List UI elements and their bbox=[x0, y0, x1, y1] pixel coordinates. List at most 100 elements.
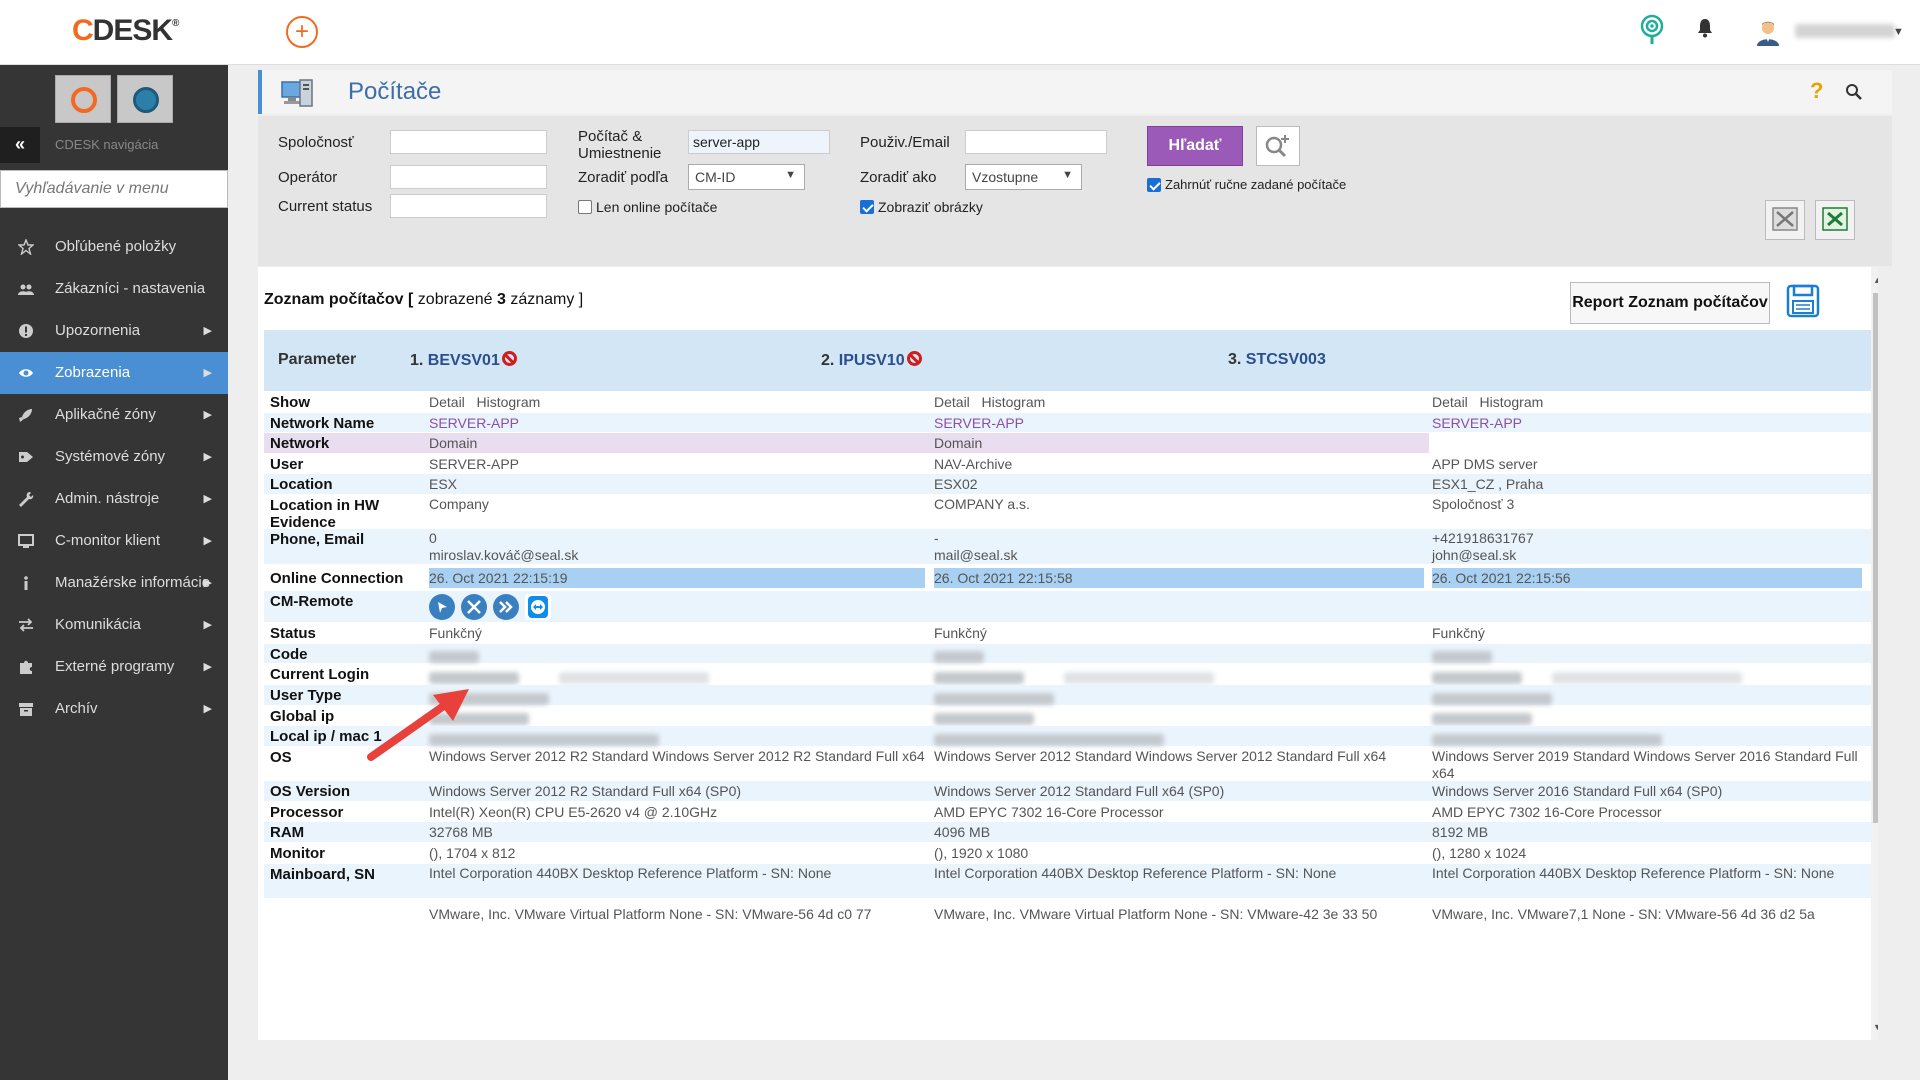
monitor-value[interactable]: (), 1280 x 1024 bbox=[1432, 845, 1527, 861]
users-icon bbox=[18, 284, 34, 295]
zoom-search-button[interactable] bbox=[1256, 126, 1300, 166]
status-value[interactable]: Funkčný bbox=[1432, 625, 1485, 641]
vertical-scrollbar[interactable]: ▲ ▼ bbox=[1871, 267, 1878, 1040]
sidebar-item-12[interactable]: Archív ▶ bbox=[0, 688, 228, 730]
ram-value[interactable]: 4096 MB bbox=[934, 824, 991, 840]
histogram-link[interactable]: Histogram bbox=[1479, 394, 1544, 410]
sidebar-item-8[interactable]: C-monitor klient ▶ bbox=[0, 520, 228, 562]
teamviewer-icon[interactable] bbox=[525, 594, 551, 620]
network-name-value[interactable]: SERVER-APP bbox=[934, 414, 1024, 431]
os-value[interactable]: Windows Server 2019 Standard Windows Ser… bbox=[1432, 748, 1858, 781]
histogram-link[interactable]: Histogram bbox=[476, 394, 541, 410]
chevron-down-icon[interactable]: ▼ bbox=[1893, 26, 1904, 38]
processor-value[interactable]: AMD EPYC 7302 16-Core Processor bbox=[934, 803, 1164, 820]
user-email-input[interactable] bbox=[965, 130, 1107, 154]
user-name[interactable] bbox=[1795, 24, 1895, 38]
cell: VMware, Inc. VMware7,1 None - SN: VMware… bbox=[1432, 906, 1862, 923]
sort-as-select[interactable]: Vzostupne ▼ bbox=[965, 164, 1082, 190]
export-excel-button[interactable] bbox=[1815, 200, 1855, 240]
sidebar-item-9[interactable]: Manažérske informácie ▶ bbox=[0, 562, 228, 604]
checkbox-icon[interactable] bbox=[578, 200, 592, 214]
search-button[interactable]: Hľadať bbox=[1147, 126, 1243, 166]
help-icon[interactable]: ? bbox=[1810, 78, 1824, 103]
include-manual-checkbox[interactable]: Zahrnúť ručne zadané počítače bbox=[1147, 177, 1346, 192]
sidebar-item-1[interactable]: Obľúbené položky bbox=[0, 226, 228, 268]
processor-value[interactable]: AMD EPYC 7302 16-Core Processor bbox=[1432, 803, 1662, 820]
operator-input[interactable] bbox=[390, 165, 547, 189]
checkbox-icon[interactable] bbox=[860, 200, 874, 214]
table-row: Phone, Email 0 miroslav.kováč@seal.sk - mail… bbox=[264, 529, 1871, 565]
remote-forward-icon[interactable] bbox=[493, 594, 519, 620]
network-name-value[interactable]: SERVER-APP bbox=[1432, 414, 1522, 431]
remote-control-icon[interactable] bbox=[429, 594, 455, 620]
ram-value[interactable]: 8192 MB bbox=[1432, 824, 1489, 840]
ram-value[interactable]: 32768 MB bbox=[429, 824, 493, 840]
checkbox-icon[interactable] bbox=[1147, 177, 1161, 192]
sidebar-item-5[interactable]: Aplikačné zóny ▶ bbox=[0, 394, 228, 436]
table-row: Global ip bbox=[264, 706, 1871, 726]
notification-bell-icon[interactable] bbox=[1697, 18, 1713, 38]
cdesk-app-button[interactable] bbox=[55, 75, 111, 123]
email-value[interactable]: miroslav.kováč@seal.sk bbox=[429, 547, 579, 563]
histogram-link[interactable]: Histogram bbox=[981, 394, 1046, 410]
sidebar-item-2[interactable]: Zákazníci - nastavenia bbox=[0, 268, 228, 310]
detail-link[interactable]: Detail bbox=[429, 394, 465, 410]
computer-location-label: Počítač & Umiestnenie bbox=[578, 128, 662, 162]
company-input[interactable] bbox=[390, 130, 547, 154]
cmonitor-app-button[interactable] bbox=[117, 75, 173, 123]
row-label: Show bbox=[270, 394, 310, 411]
search-icon[interactable] bbox=[1845, 83, 1863, 101]
cell: ESX bbox=[429, 476, 929, 493]
redacted-value bbox=[1432, 690, 1862, 707]
table-row: Local ip / mac 1 bbox=[264, 726, 1871, 747]
detail-link[interactable]: Detail bbox=[1432, 394, 1468, 410]
collapse-nav-button[interactable]: « bbox=[0, 127, 40, 163]
network-value: Domain bbox=[429, 435, 478, 451]
sort-by-select[interactable]: CM-ID ▼ bbox=[688, 164, 805, 190]
scroll-up-icon[interactable]: ▲ bbox=[1873, 275, 1878, 285]
online-only-checkbox[interactable]: Len online počítače bbox=[578, 199, 717, 215]
sidebar-item-3[interactable]: Upozornenia ▶ bbox=[0, 310, 228, 352]
processor-value[interactable]: Intel(R) Xeon(R) CPU E5-2620 v4 @ 2.10GH… bbox=[429, 803, 718, 820]
computer-location-input[interactable]: server-app bbox=[688, 130, 830, 154]
monitor-value[interactable]: (), 1704 x 812 bbox=[429, 845, 516, 861]
monitor-value[interactable]: (), 1920 x 1080 bbox=[934, 845, 1029, 861]
cell: Windows Server 2012 Standard Full x64 (S… bbox=[934, 783, 1424, 800]
sidebar-item-4[interactable]: Zobrazenia ▶ bbox=[0, 352, 228, 394]
cdesk-logo[interactable]: CDESK® bbox=[72, 14, 179, 47]
status-value[interactable]: Funkčný bbox=[934, 625, 987, 641]
email-value[interactable]: john@seal.sk bbox=[1432, 547, 1517, 563]
status-value[interactable]: Funkčný bbox=[429, 625, 482, 641]
sidebar-item-7[interactable]: Admin. nástroje ▶ bbox=[0, 478, 228, 520]
sidebar-menu: Obľúbené položky Zákazníci - nastavenia Up… bbox=[0, 226, 228, 730]
email-value[interactable]: mail@seal.sk bbox=[934, 547, 1018, 563]
add-new-button[interactable]: + bbox=[286, 16, 318, 48]
location-pin-icon[interactable] bbox=[1638, 14, 1666, 46]
last-value: VMware, Inc. VMware Virtual Platform Non… bbox=[934, 905, 1378, 922]
sidebar-item-label: Archív bbox=[55, 700, 98, 717]
computer-name-link[interactable]: BEVSV01 bbox=[427, 352, 500, 369]
save-icon[interactable] bbox=[1786, 284, 1820, 318]
export-xml-button[interactable] bbox=[1765, 200, 1805, 240]
sidebar-item-10[interactable]: Komunikácia ▶ bbox=[0, 604, 228, 646]
excel-icon bbox=[1822, 207, 1848, 231]
report-button[interactable]: Report Zoznam počítačov bbox=[1570, 282, 1770, 324]
remote-tools-icon[interactable] bbox=[461, 594, 487, 620]
scroll-down-icon[interactable]: ▼ bbox=[1873, 1022, 1878, 1032]
detail-link[interactable]: Detail bbox=[934, 394, 970, 410]
chevron-right-icon: ▶ bbox=[203, 577, 212, 589]
status-input[interactable] bbox=[390, 194, 547, 218]
menu-search-input[interactable]: Vyhľadávanie v menu bbox=[0, 170, 228, 208]
user-avatar[interactable] bbox=[1757, 20, 1779, 46]
sidebar-item-11[interactable]: Externé programy ▶ bbox=[0, 646, 228, 688]
computer-name-link[interactable]: STCSV003 bbox=[1245, 351, 1326, 368]
network-name-value[interactable]: SERVER-APP bbox=[429, 414, 519, 431]
cell: SERVER-APP bbox=[429, 456, 929, 473]
computer-name-link[interactable]: IPUSV10 bbox=[838, 352, 905, 369]
show-images-checkbox[interactable]: Zobraziť obrázky bbox=[860, 199, 983, 215]
sidebar-item-6[interactable]: Systémové zóny ▶ bbox=[0, 436, 228, 478]
os-value[interactable]: Windows Server 2012 R2 Standard Windows … bbox=[429, 748, 925, 764]
scroll-thumb[interactable] bbox=[1873, 293, 1878, 823]
location-hw-value: Company bbox=[429, 496, 489, 512]
os-value[interactable]: Windows Server 2012 Standard Windows Ser… bbox=[934, 748, 1387, 764]
